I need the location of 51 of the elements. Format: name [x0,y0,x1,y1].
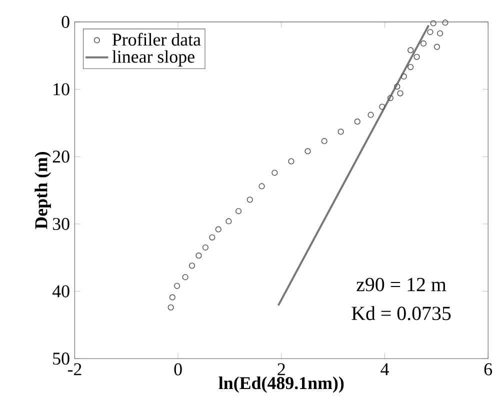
y-axis-title: Depth (m) [34,152,51,229]
legend-label: linear slope [112,50,194,66]
point [442,19,448,26]
y-tick-label: 50 [53,352,70,364]
point [379,104,386,110]
point [235,208,242,214]
y-tick-label: 30 [52,218,70,230]
x-axis-title: ln(Ed(489.1nm)) [218,376,344,393]
y-tick-label: 20 [52,150,70,162]
point [400,73,407,80]
point [321,138,328,144]
point [368,112,374,118]
point [408,46,414,54]
point [272,170,278,176]
point [258,182,265,190]
y-tick-label: 0 [62,16,70,28]
point [246,196,253,203]
point [338,128,344,135]
point [215,226,222,232]
x-tick-label: 6 [484,363,492,376]
point [196,252,202,258]
y-tick-label: 40 [52,285,70,298]
point [168,304,174,310]
x-tick-label: 4 [380,363,389,375]
point [434,44,440,50]
point [354,118,360,124]
point [182,274,188,280]
point [436,30,444,36]
annotation: Kd = 0.0735 [352,306,451,320]
point [394,83,400,90]
legend-label: Profiler data [112,32,201,46]
point [226,218,232,224]
point [430,20,436,26]
point [288,158,294,164]
point [427,28,434,35]
point [420,40,427,46]
point [202,244,209,250]
point [397,90,404,96]
point [188,262,196,269]
point [169,294,176,300]
x-tick-label: 0 [174,363,182,376]
x-tick-label: 2 [278,363,285,375]
annotation: z90 = 12 m [356,278,446,292]
y-tick-label: 10 [54,83,70,96]
point [408,64,414,70]
point [304,148,311,154]
x-tick-label: -2 [68,363,82,375]
point [414,54,420,60]
point [209,234,216,240]
point [174,282,180,289]
point [387,94,394,101]
